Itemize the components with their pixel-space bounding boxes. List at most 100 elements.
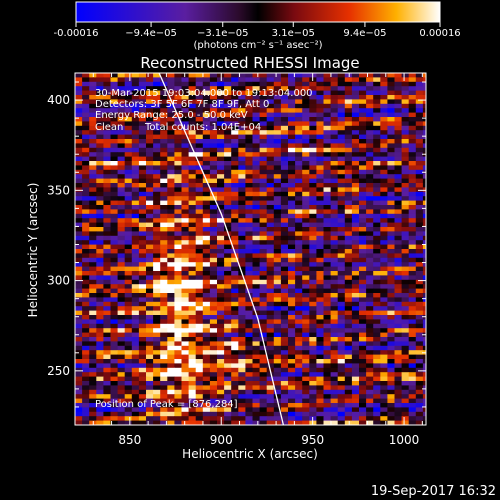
heatmap-cell <box>82 125 90 131</box>
heatmap-cell <box>195 420 204 425</box>
heatmap-cell <box>415 416 424 421</box>
heatmap-cell <box>82 249 90 254</box>
heatmap-cell <box>138 403 147 408</box>
heatmap-cell <box>295 235 303 241</box>
heatmap-cell <box>231 310 239 316</box>
heatmap-cell <box>259 310 268 316</box>
heatmap-cell <box>422 288 426 294</box>
heatmap-cell <box>387 284 395 289</box>
heatmap-cell <box>408 359 417 364</box>
heatmap-cell <box>245 411 253 417</box>
heatmap-cell <box>167 279 175 285</box>
heatmap-cell <box>401 341 410 347</box>
heatmap-cell <box>167 376 175 382</box>
heatmap-cell <box>252 161 260 166</box>
heatmap-cell <box>288 284 296 289</box>
heatmap-cell <box>273 231 282 237</box>
heatmap-cell <box>288 319 296 325</box>
heatmap-cell <box>408 227 417 232</box>
heatmap-cell <box>174 253 182 259</box>
heatmap-cell <box>217 152 225 157</box>
heatmap-cell <box>96 323 104 329</box>
heatmap-cell <box>146 293 154 298</box>
heatmap-cell <box>181 385 189 391</box>
heatmap-cell <box>117 235 126 241</box>
heatmap-cell <box>110 271 118 276</box>
heatmap-cell <box>146 200 154 206</box>
heatmap-cell <box>153 231 161 237</box>
heatmap-cell <box>273 323 282 329</box>
heatmap-cell <box>181 337 189 342</box>
heatmap-cell <box>366 271 374 276</box>
heatmap-cell <box>96 253 104 259</box>
heatmap-cell <box>238 183 246 188</box>
heatmap-cell <box>146 235 154 241</box>
heatmap-cell <box>231 240 239 245</box>
heatmap-cell <box>295 95 303 100</box>
heatmap-cell <box>117 367 126 373</box>
heatmap-cell <box>160 99 168 105</box>
heatmap-cell <box>153 227 161 232</box>
heatmap-cell <box>181 416 189 421</box>
heatmap-cell <box>422 139 426 144</box>
heatmap-cell <box>195 394 204 399</box>
heatmap-cell <box>103 174 111 179</box>
heatmap-cell <box>295 319 303 325</box>
heatmap-cell <box>295 279 303 285</box>
heatmap-cell <box>351 231 360 237</box>
heatmap-cell <box>245 161 253 166</box>
heatmap-cell <box>188 86 197 91</box>
heatmap-cell <box>288 191 296 197</box>
heatmap-cell <box>131 279 140 285</box>
heatmap-cell <box>209 125 218 131</box>
heatmap-cell <box>252 183 260 188</box>
heatmap-cell <box>266 169 275 175</box>
heatmap-cell <box>266 266 275 272</box>
heatmap-cell <box>224 125 232 131</box>
heatmap-cell <box>238 328 246 333</box>
heatmap-cell <box>415 398 424 404</box>
heatmap-cell <box>359 103 367 109</box>
heatmap-cell <box>117 315 126 320</box>
heatmap-cell <box>359 385 367 391</box>
heatmap-cell <box>138 319 147 325</box>
heatmap-cell <box>217 165 225 171</box>
heatmap-cell <box>394 420 402 425</box>
heatmap-cell <box>117 73 126 78</box>
heatmap-cell <box>401 359 410 364</box>
heatmap-cell <box>209 328 218 333</box>
heatmap-cell <box>110 293 118 298</box>
heatmap-cell <box>295 266 303 272</box>
heatmap-cell <box>160 222 168 228</box>
heatmap-cell <box>110 275 118 281</box>
heatmap-cell <box>394 297 402 303</box>
heatmap-cell <box>316 174 324 179</box>
heatmap-cell <box>202 90 211 96</box>
heatmap-cell <box>351 394 360 399</box>
heatmap-cell <box>373 117 381 122</box>
heatmap-cell <box>387 134 395 140</box>
heatmap-cell <box>117 306 126 311</box>
heatmap-cell <box>288 394 296 399</box>
heatmap-cell <box>280 103 289 109</box>
heatmap-cell <box>366 86 374 91</box>
heatmap-cell <box>288 376 296 382</box>
heatmap-cell <box>103 306 111 311</box>
heatmap-cell <box>373 183 381 188</box>
heatmap-cell <box>103 152 111 157</box>
heatmap-cell <box>231 174 239 179</box>
heatmap-cell <box>373 403 381 408</box>
heatmap-cell <box>181 95 189 100</box>
heatmap-cell <box>302 416 310 421</box>
heatmap-cell <box>224 266 232 272</box>
heatmap-cell <box>209 271 218 276</box>
heatmap-cell <box>295 323 303 329</box>
heatmap-cell <box>103 213 111 219</box>
heatmap-cell <box>131 209 140 215</box>
heatmap-cell <box>124 367 133 373</box>
heatmap-cell <box>138 200 147 206</box>
heatmap-cell <box>387 306 395 311</box>
heatmap-cell <box>209 389 218 395</box>
heatmap-cell <box>124 178 133 184</box>
heatmap-cell <box>82 174 90 179</box>
